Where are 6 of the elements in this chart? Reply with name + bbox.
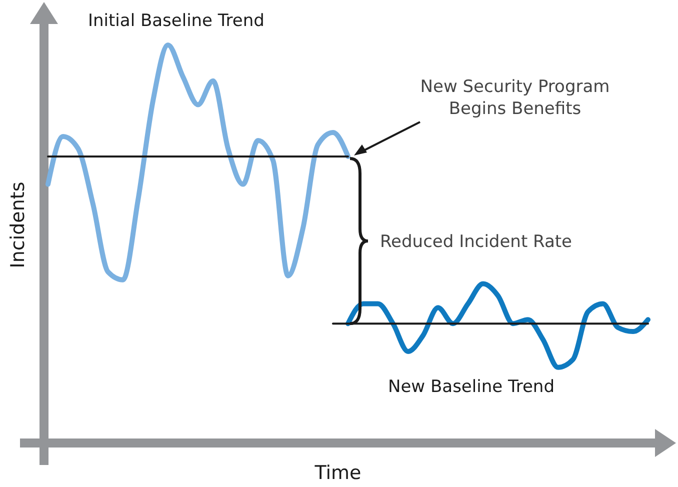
series-label: New Baseline Trend bbox=[388, 377, 554, 397]
series-label: Initial Baseline Trend bbox=[88, 11, 264, 31]
annotation: Reduced Incident Rate bbox=[380, 232, 572, 252]
x-axis-title: Time bbox=[314, 462, 362, 484]
annotation: New Security Program Begins Benefits bbox=[420, 77, 610, 119]
y-axis-title: Incidents bbox=[7, 182, 29, 268]
